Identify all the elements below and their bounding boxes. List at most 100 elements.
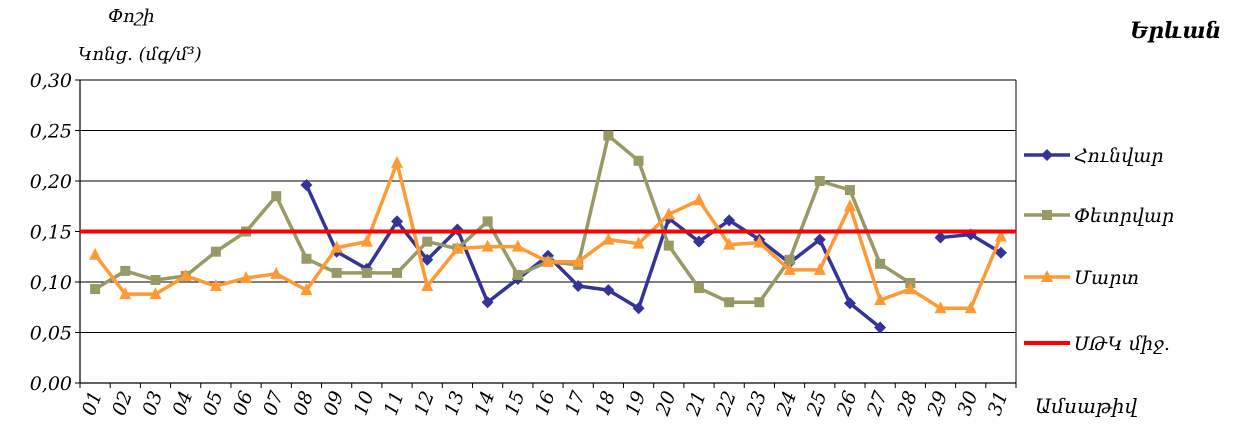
x-tick-label: 23 bbox=[742, 388, 771, 419]
data-point-diamond bbox=[572, 280, 585, 293]
x-tick-label: 05 bbox=[199, 388, 228, 418]
data-point-square bbox=[724, 297, 735, 308]
x-axis-label: Ամսաթիվ bbox=[1035, 394, 1137, 418]
data-point-diamond bbox=[843, 297, 856, 310]
series-line-diamond bbox=[304, 184, 882, 329]
data-point-triangle bbox=[783, 262, 796, 275]
y-tick-label: 0,00 bbox=[30, 373, 72, 395]
data-point-triangle bbox=[934, 301, 947, 314]
data-point-triangle bbox=[240, 270, 253, 283]
data-point-triangle bbox=[632, 236, 645, 249]
data-point-square bbox=[784, 254, 795, 265]
data-point-triangle bbox=[89, 247, 102, 260]
data-point-diamond bbox=[421, 253, 434, 266]
x-tick-label: 03 bbox=[138, 388, 167, 418]
data-point-triangle bbox=[360, 234, 373, 247]
data-point-square bbox=[301, 253, 312, 264]
data-point-square bbox=[120, 265, 131, 276]
x-tick-label: 08 bbox=[289, 388, 318, 418]
legend-label-square: Փետրվար bbox=[1074, 205, 1174, 227]
data-point-triangle bbox=[542, 254, 554, 267]
data-point-triangle bbox=[451, 241, 464, 254]
x-tick-label: 20 bbox=[651, 388, 680, 419]
data-point-diamond bbox=[994, 246, 1007, 259]
data-point-triangle bbox=[421, 279, 434, 292]
data-point-square bbox=[422, 236, 433, 247]
data-point-diamond bbox=[481, 296, 494, 309]
data-point-diamond bbox=[874, 321, 887, 334]
chart-title: Երևան bbox=[1130, 18, 1221, 44]
y-tick-label: 0,25 bbox=[30, 121, 72, 143]
data-point-square bbox=[633, 155, 644, 166]
x-tick-label: 26 bbox=[832, 388, 861, 419]
y-axis-label-line1: Փոշի bbox=[108, 6, 155, 27]
data-point-diamond bbox=[632, 302, 645, 315]
x-tick-label: 02 bbox=[108, 388, 137, 418]
data-point-square bbox=[814, 176, 825, 186]
x-tick-label: 27 bbox=[863, 387, 893, 419]
x-tick-label: 17 bbox=[561, 387, 590, 418]
x-tick-label: 25 bbox=[802, 388, 831, 419]
data-point-triangle bbox=[209, 279, 222, 292]
data-point-square bbox=[392, 267, 403, 278]
x-tick-label: 01 bbox=[78, 388, 107, 418]
legend-label-reference: ՍԹԿ միջ. bbox=[1074, 333, 1170, 355]
y-tick-label: 0,30 bbox=[30, 70, 72, 92]
data-point-triangle bbox=[662, 207, 675, 220]
legend-marker-triangle bbox=[1041, 270, 1053, 282]
data-point-triangle bbox=[119, 287, 132, 300]
data-point-triangle bbox=[602, 232, 615, 245]
legend-marker-diamond bbox=[1041, 149, 1053, 161]
x-tick-label: 19 bbox=[621, 388, 650, 418]
data-point-triangle bbox=[994, 229, 1007, 242]
data-point-square bbox=[90, 284, 101, 295]
data-point-square bbox=[603, 130, 614, 141]
data-point-diamond bbox=[602, 284, 615, 297]
x-tick-label: 29 bbox=[923, 388, 952, 419]
data-point-triangle bbox=[300, 283, 313, 296]
y-tick-label: 0,20 bbox=[30, 171, 72, 193]
y-tick-label: 0,05 bbox=[30, 323, 72, 345]
x-tick-label: 13 bbox=[440, 388, 469, 418]
data-point-triangle bbox=[723, 237, 736, 250]
x-tick-label: 06 bbox=[229, 388, 258, 418]
x-tick-label: 15 bbox=[501, 388, 530, 418]
x-tick-label: 30 bbox=[953, 388, 982, 418]
data-point-triangle bbox=[330, 240, 343, 253]
x-tick-label: 31 bbox=[984, 388, 1013, 418]
x-tick-label: 12 bbox=[410, 388, 439, 418]
series-line-square bbox=[94, 133, 912, 304]
data-point-triangle bbox=[874, 293, 887, 306]
y-tick-label: 0,10 bbox=[30, 272, 72, 294]
data-point-triangle bbox=[692, 193, 705, 206]
legend-label-diamond: Հունվար bbox=[1074, 145, 1164, 167]
series-line-triangle bbox=[93, 161, 1003, 311]
data-point-square bbox=[150, 274, 161, 285]
data-point-triangle bbox=[843, 199, 856, 212]
data-point-diamond bbox=[813, 233, 826, 246]
data-point-triangle bbox=[391, 155, 404, 168]
y-axis-label-line2: Կոնց. (մգ/մ³) bbox=[78, 44, 202, 65]
data-point-triangle bbox=[904, 282, 917, 295]
x-tick-label: 10 bbox=[350, 388, 379, 418]
data-point-square bbox=[271, 191, 282, 202]
data-point-triangle bbox=[270, 266, 283, 279]
data-point-triangle bbox=[964, 301, 977, 314]
data-point-triangle bbox=[511, 239, 524, 252]
x-tick-label: 11 bbox=[380, 388, 409, 418]
data-point-square bbox=[693, 283, 704, 294]
x-tick-label: 18 bbox=[591, 388, 620, 418]
x-tick-label: 24 bbox=[772, 388, 801, 419]
x-tick-label: 16 bbox=[531, 388, 560, 418]
x-tick-label: 04 bbox=[168, 388, 197, 418]
data-point-triangle bbox=[572, 254, 585, 267]
data-point-triangle bbox=[179, 268, 192, 281]
data-point-diamond bbox=[391, 215, 404, 228]
x-tick-label: 21 bbox=[681, 388, 710, 419]
data-point-triangle bbox=[149, 287, 162, 300]
legend-label-triangle: Մարտ bbox=[1074, 267, 1139, 289]
data-point-square bbox=[844, 185, 855, 196]
x-tick-label: 28 bbox=[893, 388, 922, 419]
data-point-square bbox=[331, 267, 342, 278]
